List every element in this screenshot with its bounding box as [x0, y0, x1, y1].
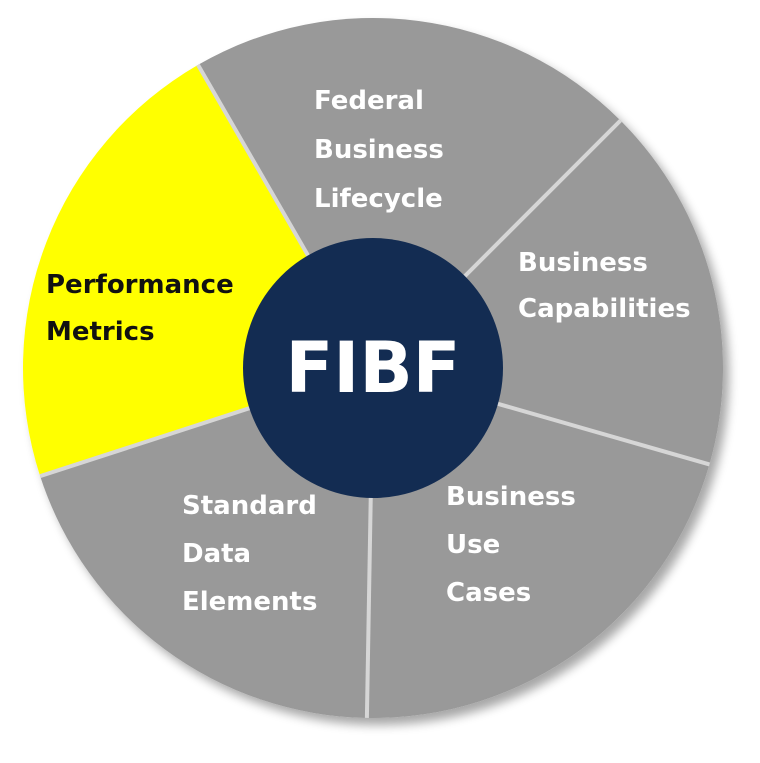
- segment-label-line: Performance: [46, 270, 234, 300]
- segment-label-business-capabilities: Business Capabilities: [518, 248, 691, 324]
- segment-label-line: Metrics: [46, 317, 155, 347]
- segment-label-line: Use: [446, 530, 500, 560]
- center-hub-label: FIBF: [285, 327, 460, 409]
- segment-label-line: Elements: [182, 587, 317, 617]
- segment-label-line: Standard: [182, 491, 317, 521]
- segment-label-line: Business: [314, 135, 444, 165]
- segment-label-line: Lifecycle: [314, 184, 443, 214]
- labels-layer: Federal Business Lifecycle Business Capabili…: [46, 86, 691, 617]
- segment-federal-business-lifecycle: [198, 17, 621, 369]
- segment-label-business-use-cases: Business Use Cases: [446, 482, 576, 608]
- segment-label-line: Federal: [314, 86, 424, 116]
- segment-label-federal-business-lifecycle: Federal Business Lifecycle: [314, 86, 444, 214]
- segment-label-standard-data-elements: Standard Data Elements: [182, 491, 317, 617]
- segment-label-line: Business: [446, 482, 576, 512]
- center-hub: [243, 238, 503, 498]
- segment-label-line: Cases: [446, 578, 531, 608]
- segment-label-line: Capabilities: [518, 294, 691, 324]
- segment-label-performance-metrics: Performance Metrics: [46, 270, 234, 347]
- segment-label-line: Business: [518, 248, 648, 278]
- segment-label-line: Data: [182, 539, 251, 569]
